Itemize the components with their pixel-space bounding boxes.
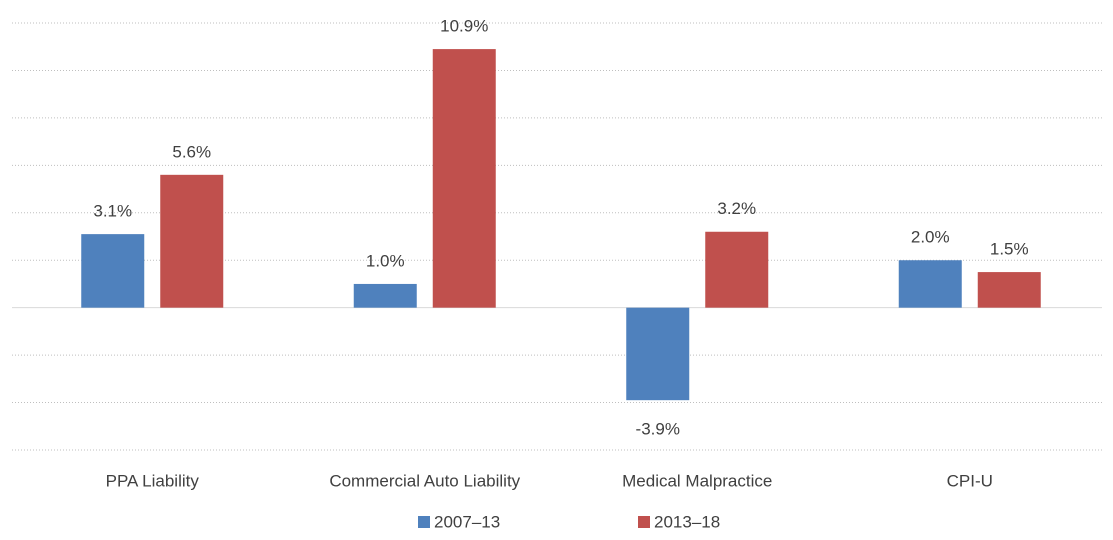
bar: [353, 283, 417, 308]
legend-swatch: [638, 516, 650, 528]
legend-swatch: [418, 516, 430, 528]
x-tick-label: Commercial Auto Liability: [329, 471, 520, 490]
x-tick-label: CPI-U: [947, 471, 993, 490]
legend-label: 2013–18: [654, 512, 720, 531]
x-tick-label: PPA Liability: [106, 471, 200, 490]
bar: [977, 272, 1041, 308]
x-tick-label: Medical Malpractice: [622, 471, 772, 490]
value-label: 2.0%: [911, 228, 950, 247]
legend-label: 2007–13: [434, 512, 500, 531]
value-label: 1.0%: [366, 251, 405, 270]
value-label: -3.9%: [636, 420, 680, 439]
value-label: 1.5%: [990, 240, 1029, 259]
bar: [705, 231, 769, 308]
bar: [160, 174, 224, 308]
value-label: 3.1%: [93, 202, 132, 221]
value-label: 3.2%: [717, 199, 756, 218]
value-label: 10.9%: [440, 17, 488, 36]
bar: [626, 307, 690, 401]
bar: [432, 49, 496, 308]
bar: [898, 260, 962, 308]
value-label: 5.6%: [172, 142, 211, 161]
bar: [81, 234, 145, 308]
